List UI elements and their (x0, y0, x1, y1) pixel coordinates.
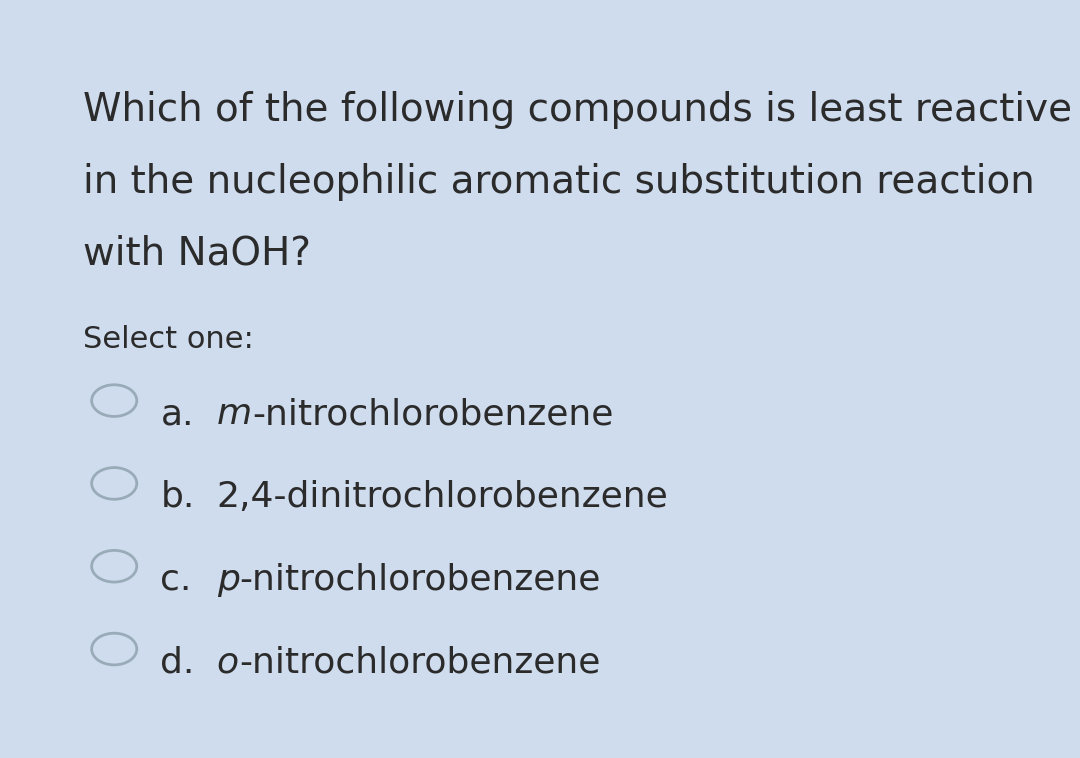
Text: d.: d. (160, 646, 194, 679)
Text: m: m (217, 397, 252, 431)
Text: with NaOH?: with NaOH? (83, 235, 311, 273)
Text: -nitrochlorobenzene: -nitrochlorobenzene (252, 397, 613, 431)
Text: c.: c. (160, 562, 192, 597)
Text: Select one:: Select one: (83, 325, 254, 354)
Text: p: p (217, 562, 240, 597)
Text: -nitrochlorobenzene: -nitrochlorobenzene (239, 646, 600, 679)
Text: a.: a. (160, 397, 194, 431)
Text: 2,4-dinitrochlorobenzene: 2,4-dinitrochlorobenzene (217, 480, 669, 514)
Text: o: o (217, 646, 239, 679)
Text: in the nucleophilic aromatic substitution reaction: in the nucleophilic aromatic substitutio… (83, 163, 1036, 201)
Text: Which of the following compounds is least reactive: Which of the following compounds is leas… (83, 91, 1072, 129)
Text: -nitrochlorobenzene: -nitrochlorobenzene (240, 562, 602, 597)
Text: b.: b. (160, 480, 194, 514)
